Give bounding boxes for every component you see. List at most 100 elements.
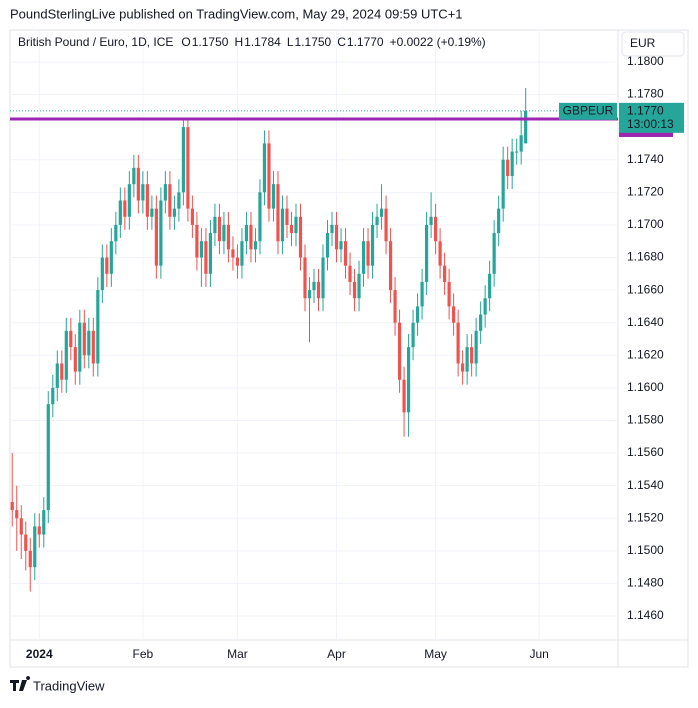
candle-body <box>253 241 258 250</box>
candle-body <box>150 208 154 217</box>
candle-body <box>357 273 361 299</box>
legend-value: 1.1784 <box>244 35 281 49</box>
candle-body <box>159 200 163 266</box>
x-tick-label: Jun <box>530 647 549 661</box>
candle-body <box>429 216 433 225</box>
y-tick-label: 1.1620 <box>627 347 664 361</box>
candle-body <box>33 526 37 568</box>
candle-body <box>303 257 307 299</box>
candle-body <box>289 224 294 234</box>
candle-body <box>479 314 483 331</box>
candle-body <box>316 281 321 299</box>
candle-body <box>298 216 303 258</box>
candle-body <box>249 224 253 250</box>
candle-body <box>78 322 82 372</box>
candle-body <box>186 127 190 209</box>
candle-body <box>15 510 19 519</box>
currency: EUR <box>630 36 656 50</box>
candle-body <box>28 550 32 568</box>
candle-body <box>497 208 501 234</box>
candle-body <box>285 208 289 225</box>
candle-body <box>388 241 393 291</box>
candle-body <box>51 387 55 405</box>
price-label: 1.1770 <box>627 104 664 118</box>
candle-body <box>424 224 429 282</box>
y-tick-label: 1.1640 <box>627 315 664 329</box>
candle-body <box>208 233 213 274</box>
candle-body <box>69 330 73 348</box>
symbol-tag <box>559 102 617 120</box>
x-tick-label: Mar <box>227 647 248 661</box>
currency-box[interactable] <box>621 31 685 57</box>
candle-body <box>384 208 388 242</box>
candle-body <box>510 151 514 177</box>
legend-key: C <box>337 35 346 49</box>
candle-body <box>307 290 312 299</box>
candle-body <box>483 298 487 315</box>
y-tick-label: 1.1560 <box>627 445 664 459</box>
legend-change: +0.0022 (+0.19%) <box>390 35 486 49</box>
candle-body <box>420 281 424 307</box>
countdown-label: 13:00:13 <box>627 117 674 131</box>
candle-body <box>127 184 131 217</box>
candle-body <box>411 322 415 348</box>
candle-body <box>461 363 465 372</box>
candle-body <box>145 184 149 217</box>
candle-body <box>177 192 181 209</box>
candle-body <box>163 184 167 201</box>
candle-body <box>87 330 91 356</box>
candle-body <box>172 208 176 217</box>
x-tick-label: 2024 <box>26 647 53 661</box>
candle-body <box>46 404 50 511</box>
candle-body <box>262 143 267 193</box>
header: PoundSterlingLive published on TradingVi… <box>10 6 463 21</box>
candle-body <box>343 241 348 266</box>
candle-body <box>474 330 478 364</box>
legend-value: 1.1750 <box>295 35 332 49</box>
candle-body <box>456 322 460 364</box>
candle-body <box>118 200 122 225</box>
candle-body <box>271 184 276 209</box>
candle-body <box>37 526 41 535</box>
candle-body <box>235 257 240 266</box>
candles <box>10 88 528 592</box>
candle-body <box>312 281 316 291</box>
candle-body <box>402 379 406 413</box>
candle-body <box>109 241 113 274</box>
candle-body <box>181 127 185 193</box>
candle-body <box>366 241 370 266</box>
candle-body <box>339 241 343 250</box>
candle-body <box>195 224 199 258</box>
y-tick-label: 1.1740 <box>627 152 664 166</box>
legend-title: British Pound / Euro, 1D, ICE <box>18 35 173 49</box>
y-tick-label: 1.1580 <box>627 413 664 427</box>
candle-body <box>352 281 357 299</box>
candle-body <box>515 151 519 153</box>
y-tick-label: 1.1800 <box>627 54 664 68</box>
candle-body <box>501 159 505 209</box>
price-tag <box>619 102 684 133</box>
candle-body <box>91 330 95 364</box>
candle-body <box>267 143 271 209</box>
candle-body <box>524 110 528 144</box>
candle-body <box>204 241 208 274</box>
candle-body <box>492 233 496 274</box>
candle-body <box>406 347 411 413</box>
candle-body <box>330 224 334 234</box>
candle-body <box>141 184 145 201</box>
candle-body <box>321 257 325 299</box>
y-tick-label: 1.1540 <box>627 478 664 492</box>
y-tick-label: 1.1480 <box>627 576 664 590</box>
candle-body <box>348 265 352 282</box>
candle-body <box>60 363 64 380</box>
candle-body <box>325 233 330 258</box>
candle-body <box>100 257 104 291</box>
candle-body <box>222 224 226 242</box>
candle-body <box>370 224 375 266</box>
candle-body <box>213 216 217 234</box>
legend-key: H <box>234 35 243 49</box>
candle-body <box>361 241 366 274</box>
candle-body <box>96 290 100 364</box>
